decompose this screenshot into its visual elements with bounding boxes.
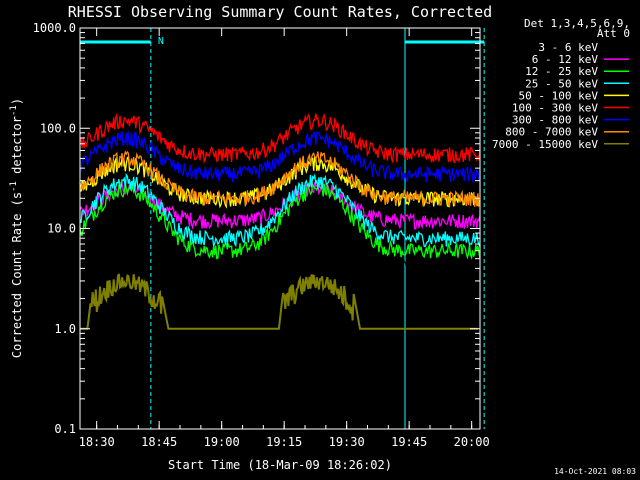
x-tick-label: 19:30 [329, 435, 365, 449]
y-tick-label: 1.0 [54, 322, 76, 336]
y-tick-label: 100.0 [40, 121, 76, 135]
x-tick-label: 19:15 [266, 435, 302, 449]
y-tick-label: 1000.0 [33, 21, 76, 35]
night-label: N [158, 36, 164, 47]
legend-label-7: 800 - 7000 keV [505, 126, 598, 139]
y-tick-label: 0.1 [54, 422, 76, 436]
legend-label-0: 3 - 6 keV [538, 41, 598, 54]
x-tick-label: 18:30 [79, 435, 115, 449]
legend-label-1: 6 - 12 keV [532, 53, 599, 66]
timestamp: 14-Oct-2021 08:03 [554, 467, 636, 476]
legend-label-6: 300 - 800 keV [512, 114, 598, 127]
legend-label-3: 25 - 50 keV [525, 77, 598, 90]
x-tick-label: 20:00 [454, 435, 490, 449]
x-axis: 18:30 18:45 19:00 19:15 19:30 19:45 20:00 [79, 28, 490, 449]
series-line-3 [79, 172, 481, 248]
y-tick-label: 10.0 [47, 222, 76, 236]
x-tick-label: 18:45 [141, 435, 177, 449]
legend-header-line-2: Att 0 [597, 27, 630, 40]
series-line-2 [79, 181, 481, 261]
plot-frame [79, 27, 481, 430]
x-tick-label: 19:00 [204, 435, 240, 449]
series-line-7 [79, 150, 481, 209]
series-line-5 [79, 112, 481, 164]
y-axis-label: Corrected Count Rate (s-1 detector-1) [9, 98, 24, 358]
plot-area: N [79, 28, 485, 429]
x-tick-label: 19:45 [391, 435, 427, 449]
legend-label-5: 100 - 300 keV [512, 102, 598, 115]
series-line-6 [79, 130, 481, 183]
series-line-1 [79, 180, 481, 231]
y-axis: 1000.0 100.0 10.0 1.0 0.1 [33, 21, 480, 436]
series-line-8 [80, 273, 478, 330]
legend-label-2: 12 - 25 keV [525, 65, 598, 78]
chart-title: RHESSI Observing Summary Count Rates, Co… [68, 3, 492, 21]
legend-header-line-1: Det 1,3,4,5,6,9, [524, 17, 630, 30]
series-line-0 [79, 199, 481, 270]
x-axis-label: Start Time (18-Mar-09 18:26:02) [168, 458, 392, 472]
legend-label-4: 50 - 100 keV [519, 89, 599, 102]
legend-label-8: 7000 - 15000 keV [492, 138, 598, 151]
